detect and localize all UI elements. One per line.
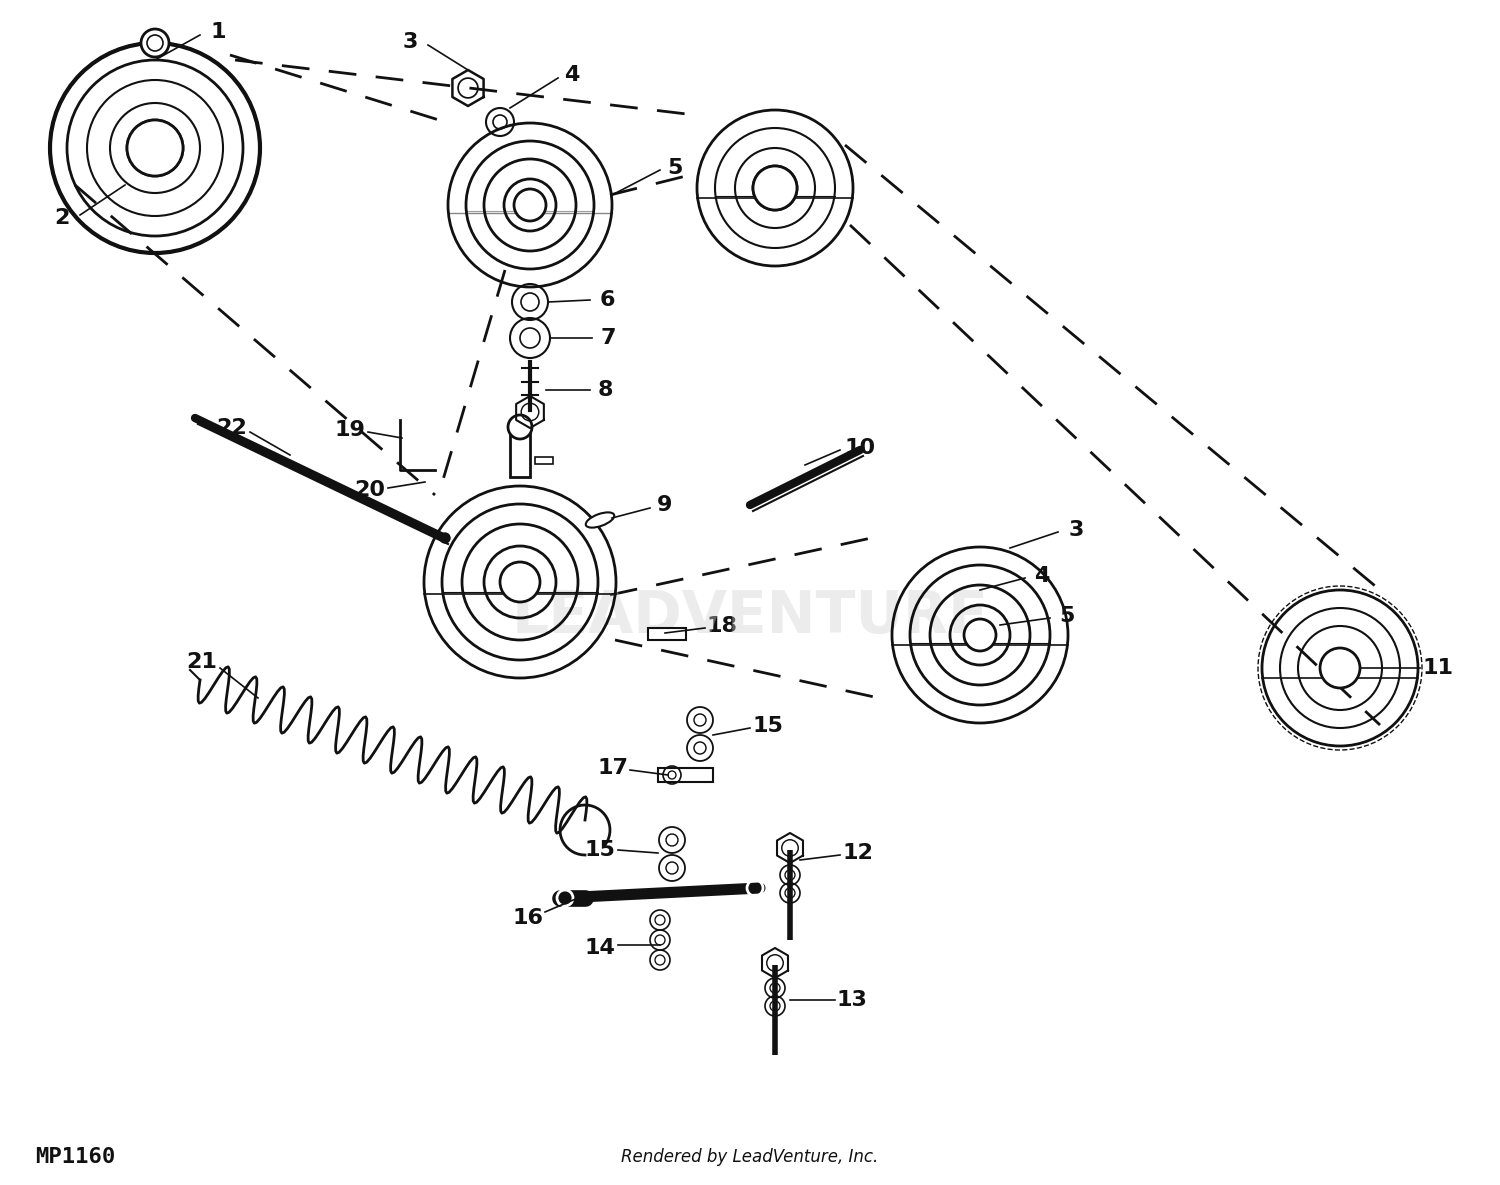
- Text: 12: 12: [843, 843, 873, 863]
- Text: Rendered by LeadVenture, Inc.: Rendered by LeadVenture, Inc.: [621, 1148, 879, 1166]
- Text: 1: 1: [210, 23, 225, 41]
- Ellipse shape: [586, 512, 613, 527]
- Text: 22: 22: [216, 418, 248, 438]
- Circle shape: [141, 28, 170, 57]
- Text: MP1160: MP1160: [34, 1147, 116, 1167]
- Text: 5: 5: [668, 158, 682, 178]
- Bar: [536, 457, 554, 465]
- Text: 9: 9: [657, 495, 672, 515]
- Text: 21: 21: [186, 652, 218, 672]
- Text: 16: 16: [513, 908, 543, 928]
- Text: 10: 10: [844, 438, 876, 457]
- Text: 15: 15: [753, 716, 783, 736]
- Circle shape: [440, 533, 450, 543]
- Text: 8: 8: [597, 380, 612, 401]
- Text: 19: 19: [334, 419, 366, 440]
- Text: 4: 4: [1035, 566, 1050, 587]
- Bar: [658, 768, 712, 782]
- Text: 2: 2: [54, 209, 69, 228]
- Text: 4: 4: [564, 65, 579, 85]
- Bar: [510, 427, 530, 478]
- Text: 7: 7: [600, 328, 615, 348]
- Text: 3: 3: [1068, 520, 1083, 540]
- Circle shape: [753, 166, 796, 210]
- Circle shape: [500, 562, 540, 602]
- Circle shape: [128, 120, 183, 177]
- Text: 6: 6: [598, 290, 615, 310]
- Text: 13: 13: [837, 989, 867, 1010]
- Text: 11: 11: [1422, 658, 1454, 678]
- Text: 14: 14: [585, 939, 615, 957]
- Bar: [648, 628, 686, 640]
- Circle shape: [1320, 648, 1360, 688]
- Text: LEADVENTURE: LEADVENTURE: [512, 588, 988, 645]
- Text: 15: 15: [585, 840, 615, 860]
- Circle shape: [964, 619, 996, 651]
- Text: 17: 17: [597, 758, 628, 779]
- Text: 18: 18: [706, 616, 738, 636]
- Text: 20: 20: [354, 480, 386, 500]
- Circle shape: [509, 415, 532, 438]
- Text: 5: 5: [1059, 606, 1074, 626]
- Text: 3: 3: [402, 32, 417, 52]
- Circle shape: [514, 188, 546, 220]
